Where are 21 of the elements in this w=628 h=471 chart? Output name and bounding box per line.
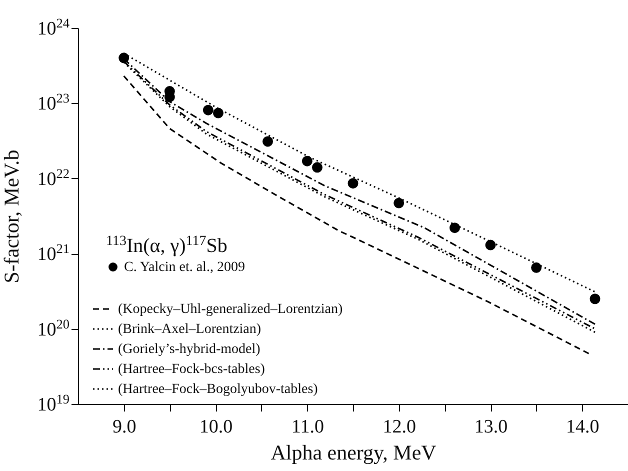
x-tick-label: 10.0 bbox=[199, 416, 233, 438]
y-tick-label: 10$^{20}$ bbox=[37, 316, 70, 340]
x-tick-label: 9.0 bbox=[112, 416, 136, 438]
legend-title: $^{113}$In(α, γ)$^{117}$Sb bbox=[106, 234, 228, 257]
x-axis-title: Alpha energy, MeV bbox=[270, 440, 436, 464]
x-tick-label: 14.0 bbox=[566, 416, 600, 438]
legend-label: (Hartree–Fock–Bogolyubov-tables) bbox=[118, 382, 318, 397]
x-tick-label: 11.0 bbox=[291, 416, 324, 438]
y-tick-label: 10$^{19}$ bbox=[37, 391, 70, 416]
y-tick-label: 10$^{22}$ bbox=[37, 165, 70, 190]
legend-label: (Brink–Axel–Lorentzian) bbox=[118, 322, 262, 337]
legend-label: (Kopecky–Uhl-generalized–Lorentzian) bbox=[118, 302, 344, 317]
y-axis-title: S-factor, MeV.b bbox=[0, 150, 24, 284]
y-tick-label: 10$^{24}$ bbox=[37, 15, 70, 40]
y-tick-label: 10$^{21}$ bbox=[37, 240, 70, 266]
legend-label: (Hartree–Fock-bcs-tables) bbox=[118, 362, 266, 377]
x-tick-label: 12.0 bbox=[382, 416, 416, 438]
x-tick-label: 13.0 bbox=[474, 416, 508, 438]
legend-label: C. Yalcin et. al., 2009 bbox=[124, 260, 245, 275]
y-tick-label: 10$^{23}$ bbox=[37, 90, 70, 115]
legend-label: (Goriely’s-hybrid-model) bbox=[118, 342, 261, 357]
